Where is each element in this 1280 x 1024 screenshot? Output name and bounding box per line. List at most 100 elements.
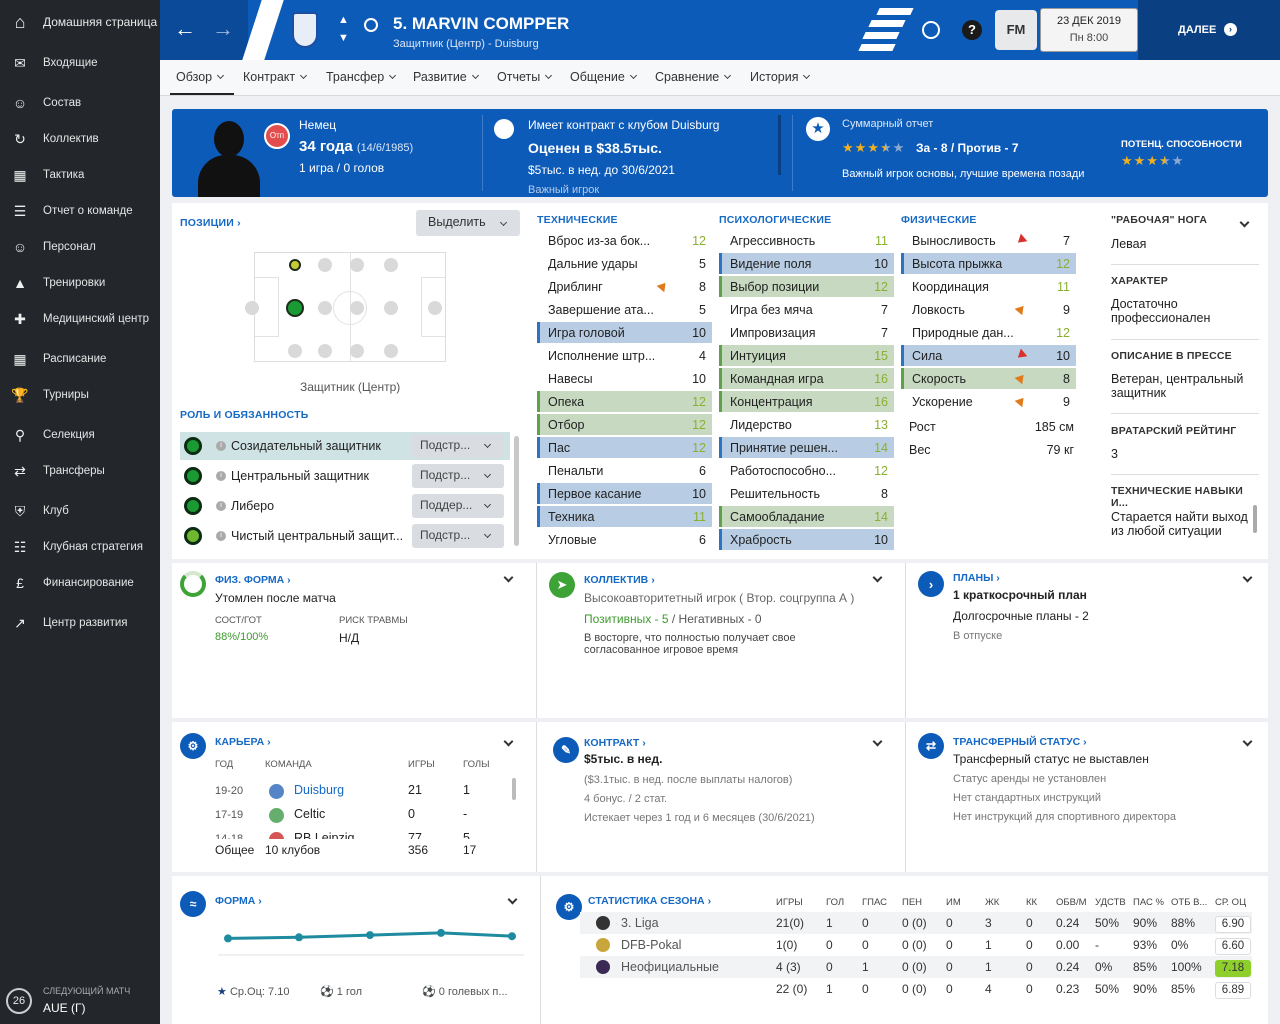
sidebar-item-4[interactable]: ☰ Отчет о команде: [0, 196, 160, 226]
attribute-row[interactable]: Исполнение штр... 4: [537, 345, 712, 366]
world-icon[interactable]: [922, 21, 940, 39]
transfer-title[interactable]: ТРАНСФЕРНЫЙ СТАТУС ›: [953, 736, 1087, 748]
attribute-row[interactable]: Концентрация 16: [719, 391, 894, 412]
tab-3[interactable]: Развитие: [413, 70, 479, 84]
attribute-row[interactable]: Навесы 10: [537, 368, 712, 389]
search-icon[interactable]: [364, 18, 378, 32]
role-row[interactable]: i Либеро Поддер...: [180, 492, 510, 520]
season-col-header[interactable]: ПЕН: [902, 897, 923, 908]
sidebar-item-13[interactable]: ☷ Клубная стратегия: [0, 532, 160, 562]
chevron-down-icon[interactable]: [1239, 217, 1250, 228]
plans-title[interactable]: ПЛАНЫ ›: [953, 572, 1000, 584]
attribute-row[interactable]: Видение поля 10: [719, 253, 894, 274]
contract-title[interactable]: КОНТРАКТ ›: [584, 737, 646, 749]
sidebar-item-home[interactable]: ⌂ Домашняя страница: [0, 0, 160, 44]
form-point[interactable]: [366, 931, 374, 940]
duty-select[interactable]: Подстр...: [412, 524, 504, 548]
positions-title[interactable]: ПОЗИЦИИ ›: [180, 217, 241, 229]
attribute-row[interactable]: Интуиция 15: [719, 345, 894, 366]
role-row[interactable]: i Созидательный защитник Подстр...: [180, 432, 510, 460]
career-row[interactable]: 17-19 Celtic 0 -: [172, 807, 512, 827]
season-col-header[interactable]: СР. ОЦ: [1215, 897, 1247, 908]
attribute-row[interactable]: Принятие решен... 14: [719, 437, 894, 458]
career-title[interactable]: КАРЬЕРА ›: [215, 736, 271, 748]
attribute-row[interactable]: Первое касание 10: [537, 483, 712, 504]
sidebar-item-0[interactable]: ✉ Входящие: [0, 48, 160, 78]
tab-4[interactable]: Отчеты: [497, 70, 553, 84]
sidebar-item-6[interactable]: ▲ Тренировки: [0, 268, 160, 298]
attribute-row[interactable]: Решительность 8: [719, 483, 894, 504]
sidebar-item-10[interactable]: ⚲ Селекция: [0, 420, 160, 450]
duty-select[interactable]: Подстр...: [412, 434, 504, 458]
tab-6[interactable]: Сравнение: [655, 70, 732, 84]
info-icon[interactable]: i: [216, 441, 226, 451]
season-col-header[interactable]: ИГРЫ: [776, 897, 803, 908]
attribute-row[interactable]: Отбор 12: [537, 414, 712, 435]
season-col-header[interactable]: КК: [1026, 897, 1038, 908]
sidebar-item-5[interactable]: ☺ Персонал: [0, 232, 160, 262]
form-title[interactable]: ФОРМА ›: [215, 895, 262, 907]
season-col-header[interactable]: УДСТВ: [1095, 897, 1126, 908]
form-point[interactable]: [437, 928, 445, 937]
highlight-select[interactable]: Выделить: [416, 210, 520, 236]
attribute-row[interactable]: Самообладание 14: [719, 506, 894, 527]
squad-title[interactable]: КОЛЛЕКТИВ ›: [584, 574, 655, 586]
tab-5[interactable]: Общение: [570, 70, 637, 84]
attribute-row[interactable]: Лидерство 13: [719, 414, 894, 435]
help-icon[interactable]: ?: [962, 20, 982, 40]
sidebar-item-8[interactable]: ▦ Расписание: [0, 344, 160, 374]
season-col-header[interactable]: ГПАС: [862, 897, 887, 908]
season-col-header[interactable]: ГОЛ: [826, 897, 845, 908]
date-box[interactable]: 23 ДЕК 2019 Пн 8:00: [1040, 8, 1138, 52]
season-row[interactable]: DFB-Pokal 1(0) 0 0 0 (0) 0 1 0 0.00 - 93% 0% 6.60: [580, 934, 1252, 956]
career-row[interactable]: 19-20 Duisburg 21 1: [172, 783, 512, 803]
attribute-row[interactable]: Пас 12: [537, 437, 712, 458]
season-col-header[interactable]: ПАС %: [1133, 897, 1164, 908]
sidebar-item-15[interactable]: ↗ Центр развития: [0, 608, 160, 638]
attribute-row[interactable]: Завершение ата... 5: [537, 299, 712, 320]
sidebar-item-2[interactable]: ↻ Коллектив: [0, 124, 160, 154]
banner-scrollbar[interactable]: [778, 115, 781, 175]
attribute-row[interactable]: Выносливость 7: [901, 230, 1076, 251]
sidebar-item-1[interactable]: ☺ Состав: [0, 88, 160, 118]
sidebar-item-12[interactable]: ⛨ Клуб: [0, 496, 160, 526]
season-title[interactable]: СТАТИСТИКА СЕЗОНА ›: [588, 895, 712, 907]
attribute-row[interactable]: Игра без мяча 7: [719, 299, 894, 320]
career-row[interactable]: 14-18 RB Leipzig 77 5: [172, 831, 512, 839]
info-icon[interactable]: i: [216, 531, 226, 541]
tab-2[interactable]: Трансфер: [326, 70, 397, 84]
attribute-row[interactable]: Техника 11: [537, 506, 712, 527]
chevron-down-icon[interactable]: ▼: [338, 32, 349, 44]
career-scrollbar[interactable]: [512, 778, 516, 800]
attribute-row[interactable]: Дальние удары 5: [537, 253, 712, 274]
attribute-row[interactable]: Высота прыжка 12: [901, 253, 1076, 274]
continue-button[interactable]: ДАЛЕЕ ›: [1138, 0, 1280, 60]
forward-arrow-icon[interactable]: →: [212, 16, 234, 41]
attribute-row[interactable]: Импровизация 7: [719, 322, 894, 343]
attribute-row[interactable]: Сила 10: [901, 345, 1076, 366]
attribute-row[interactable]: Угловые 6: [537, 529, 712, 550]
season-col-header[interactable]: ОТБ В...: [1171, 897, 1208, 908]
attribute-row[interactable]: Дриблинг 8: [537, 276, 712, 297]
attribute-row[interactable]: Храбрость 10: [719, 529, 894, 550]
form-point[interactable]: [295, 933, 303, 942]
season-row[interactable]: 22 (0) 1 0 0 (0) 0 4 0 0.23 50% 90% 85% 6.89: [580, 978, 1252, 1000]
tab-0[interactable]: Обзор: [176, 70, 225, 84]
season-row[interactable]: Неофициальные 4 (3) 0 1 0 (0) 0 1 0 0.24 0% 85% 100…: [580, 956, 1252, 978]
chevron-up-icon[interactable]: ▲: [338, 14, 349, 26]
attribute-row[interactable]: Работоспособно... 12: [719, 460, 894, 481]
sidebar-item-3[interactable]: ▦ Тактика: [0, 160, 160, 190]
fm-button[interactable]: FM: [995, 10, 1037, 50]
career-club[interactable]: Duisburg: [294, 783, 345, 797]
back-arrow-icon[interactable]: ←: [174, 16, 196, 41]
roles-scrollbar[interactable]: [514, 436, 519, 546]
attribute-row[interactable]: Выбор позиции 12: [719, 276, 894, 297]
attribute-row[interactable]: Игра головой 10: [537, 322, 712, 343]
attribute-row[interactable]: Пенальти 6: [537, 460, 712, 481]
tab-7[interactable]: История: [750, 70, 811, 84]
attribute-row[interactable]: Командная игра 16: [719, 368, 894, 389]
side-scrollbar[interactable]: [1253, 505, 1257, 533]
role-row[interactable]: i Чистый центральный защит... Подстр...: [180, 522, 510, 550]
info-icon[interactable]: i: [216, 501, 226, 511]
tab-1[interactable]: Контракт: [243, 70, 308, 84]
